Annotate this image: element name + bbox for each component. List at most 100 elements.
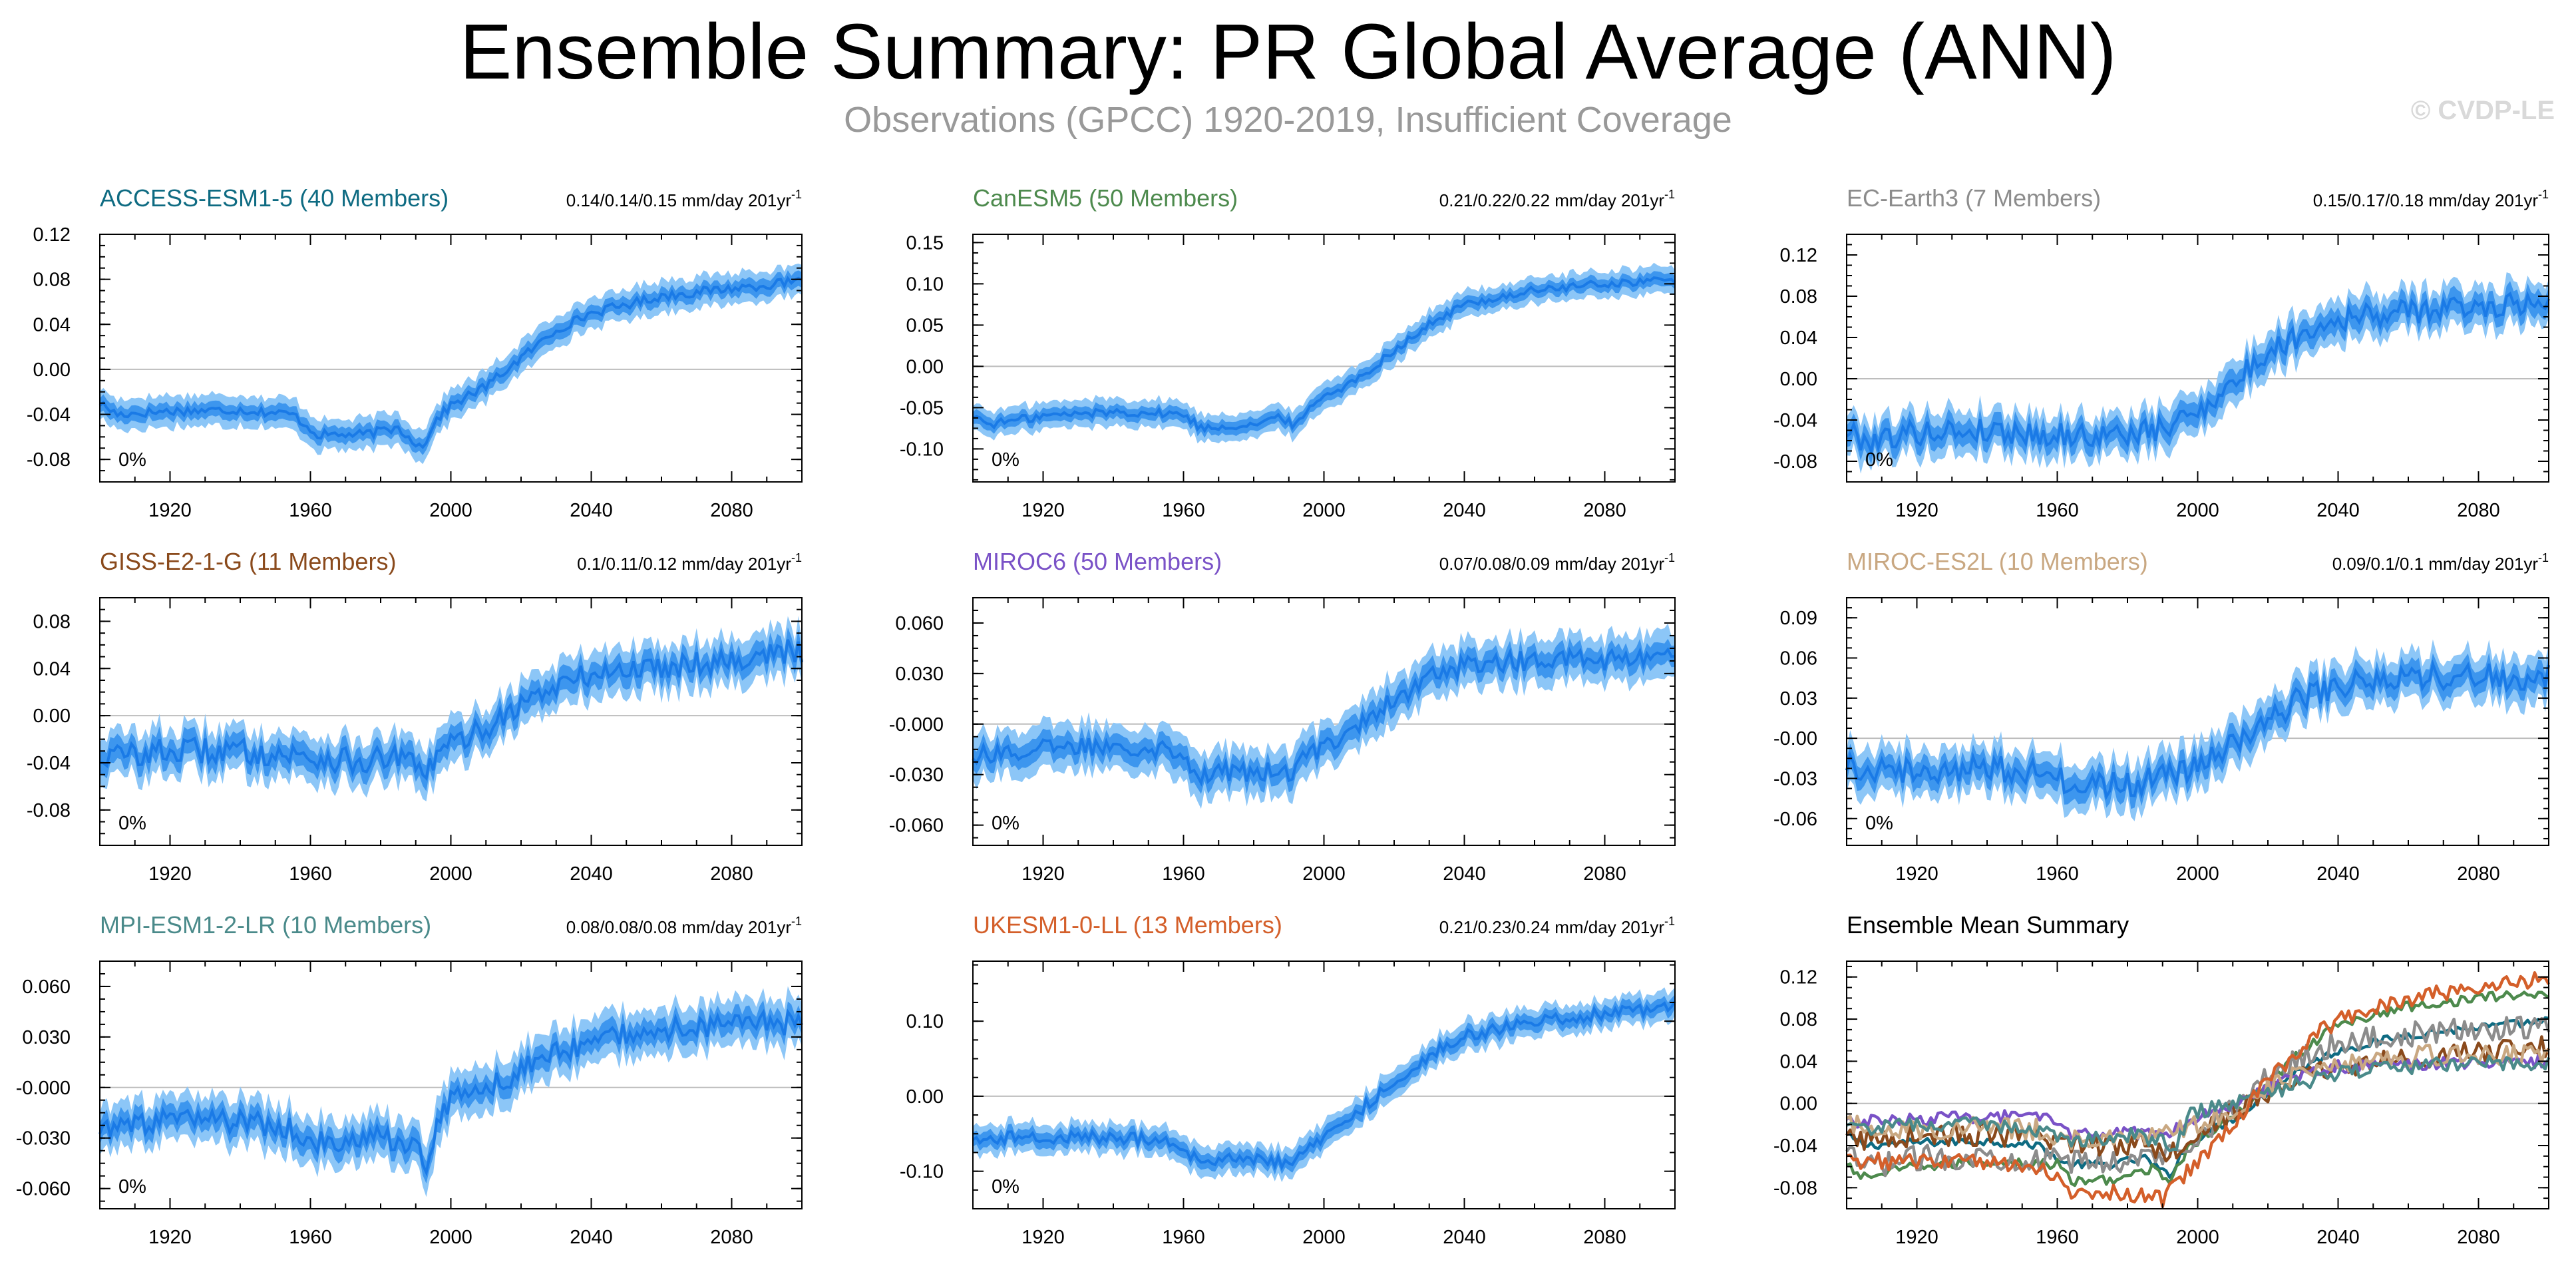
x-tick-label: 1960 (1162, 1227, 1205, 1248)
y-tick-label: -0.000 (16, 1078, 71, 1099)
panel-title: MIROC-ES2L (10 Members) (1847, 548, 2148, 575)
series-line-mirocEs2l (1845, 1044, 2549, 1151)
panel-title: UKESM1-0-LL (13 Members) (973, 911, 1282, 939)
x-tick-label: 1920 (1021, 1227, 1065, 1248)
x-tick-label: 2080 (1583, 500, 1626, 521)
x-tick-label: 1920 (1021, 500, 1065, 521)
trend-label: 0.09/0.1/0.1 mm/day 201yr-1 (2332, 551, 2549, 574)
y-tick-label: 0.04 (1780, 1051, 1817, 1072)
ensemble-mean-line (99, 639, 803, 781)
y-tick-label: -0.000 (889, 714, 944, 736)
x-tick-label: 1920 (148, 500, 192, 521)
trend-label: 0.07/0.08/0.09 mm/day 201yr-1 (1439, 551, 1675, 574)
x-tick-label: 2000 (429, 1227, 472, 1248)
x-tick-label: 2080 (2457, 500, 2500, 521)
x-tick-label: 1920 (1021, 863, 1065, 885)
x-tick-label: 1920 (1895, 1227, 1938, 1248)
y-tick-label: 0.04 (33, 314, 71, 335)
ensemble-mean-line (1845, 290, 2550, 457)
x-tick-label: 2080 (1583, 1227, 1626, 1248)
ensemble-mean-line (1845, 659, 2550, 801)
x-tick-label: 1920 (148, 1227, 192, 1248)
x-tick-label: 2000 (429, 500, 472, 521)
y-tick-label: -0.060 (889, 815, 944, 837)
x-tick-label: 2080 (710, 863, 753, 885)
y-tick-label: -0.10 (900, 439, 944, 460)
percent-label: 0% (992, 1176, 1019, 1197)
x-tick-label: 2040 (570, 863, 613, 885)
y-tick-label: 0.030 (22, 1027, 71, 1048)
y-tick-label: 0.04 (33, 658, 71, 680)
x-tick-label: 1960 (1162, 863, 1205, 885)
y-tick-label: 0.00 (906, 356, 944, 377)
x-tick-label: 2080 (710, 1227, 753, 1248)
x-tick-label: 2000 (2176, 500, 2219, 521)
trend-label: 0.21/0.22/0.22 mm/day 201yr-1 (1439, 188, 1675, 210)
y-tick-label: 0.08 (1780, 1009, 1817, 1030)
spread-band-outer (1847, 639, 2549, 821)
percent-label: 0% (992, 813, 1019, 834)
plot-frame (972, 960, 1676, 1209)
percent-label: 0% (992, 449, 1019, 471)
panel-title: ACCESS-ESM1-5 (40 Members) (100, 184, 449, 212)
spread-band-inner (973, 638, 1675, 794)
spread-band-outer (973, 262, 1675, 444)
panel-title: CanESM5 (50 Members) (973, 184, 1238, 212)
x-tick-label: 2080 (1583, 863, 1626, 885)
panel-access: ACCESS-ESM1-5 (40 Members) 0.14/0.14/0.15… (27, 184, 803, 521)
panel-giss: GISS-E2-1-G (11 Members) 0.1/0.11/0.12 mm… (27, 548, 803, 885)
percent-label: 0% (118, 1176, 146, 1197)
y-tick-label: 0.05 (906, 315, 944, 336)
series-line-mpi (1846, 1054, 2551, 1152)
x-tick-label: 2040 (1443, 500, 1486, 521)
x-tick-label: 2040 (1443, 863, 1486, 885)
x-tick-label: 1920 (148, 863, 192, 885)
x-tick-label: 2080 (2457, 863, 2500, 885)
x-tick-label: 1960 (289, 1227, 332, 1248)
panel-title: MIROC6 (50 Members) (973, 548, 1222, 575)
y-tick-label: 0.12 (33, 224, 71, 246)
x-tick-label: 1920 (1895, 500, 1938, 521)
y-tick-label: 0.10 (906, 1011, 944, 1032)
panel-canesm5: CanESM5 (50 Members) 0.21/0.22/0.22 mm/da… (900, 184, 1676, 521)
x-tick-label: 2000 (1302, 500, 1346, 521)
y-tick-label: -0.08 (1773, 1177, 1817, 1199)
y-tick-label: -0.04 (27, 405, 71, 426)
percent-label: 0% (118, 813, 146, 834)
figure-title: Ensemble Summary: PR Global Average (ANN… (459, 8, 2117, 96)
y-tick-label: -0.10 (900, 1162, 944, 1183)
x-tick-label: 2000 (1302, 1227, 1346, 1248)
y-tick-label: 0.09 (1780, 608, 1817, 629)
spread-band-inner (973, 994, 1675, 1175)
panel-title: GISS-E2-1-G (11 Members) (100, 548, 396, 575)
panel-title: MPI-ESM1-2-LR (10 Members) (100, 911, 431, 939)
y-tick-label: 0.00 (1780, 369, 1817, 390)
y-tick-label: -0.060 (16, 1179, 71, 1200)
x-tick-label: 1920 (1895, 863, 1938, 885)
x-tick-label: 2080 (2457, 1227, 2500, 1248)
panel-ecearth3: EC-Earth3 (7 Members) 0.15/0.17/0.18 mm/d… (1773, 184, 2550, 521)
panel-mpi: MPI-ESM1-2-LR (10 Members) 0.08/0.08/0.08… (16, 911, 803, 1248)
series-line-access (1846, 1016, 2549, 1179)
x-tick-label: 2000 (2176, 1227, 2219, 1248)
x-tick-label: 2040 (2316, 863, 2360, 885)
ensemble-mean-line (98, 1008, 803, 1177)
y-tick-label: 0.00 (1780, 1094, 1817, 1115)
y-tick-label: -0.00 (1773, 728, 1817, 749)
y-tick-label: 0.00 (33, 359, 71, 381)
x-tick-label: 1960 (289, 500, 332, 521)
ensemble-mean-line (98, 276, 803, 449)
trend-label: 0.14/0.14/0.15 mm/day 201yr-1 (566, 188, 802, 210)
x-tick-label: 1960 (289, 863, 332, 885)
y-tick-label: 0.06 (1780, 648, 1817, 669)
x-tick-label: 2040 (2316, 500, 2360, 521)
x-tick-label: 2040 (2316, 1227, 2360, 1248)
ensemble-mean-line (972, 276, 1676, 433)
y-tick-label: 0.08 (33, 270, 71, 291)
y-tick-label: 0.00 (906, 1086, 944, 1108)
y-tick-label: 0.04 (1780, 327, 1817, 349)
y-tick-label: 0.10 (906, 274, 944, 295)
y-tick-label: -0.030 (889, 765, 944, 786)
y-tick-label: 0.08 (1780, 286, 1817, 308)
